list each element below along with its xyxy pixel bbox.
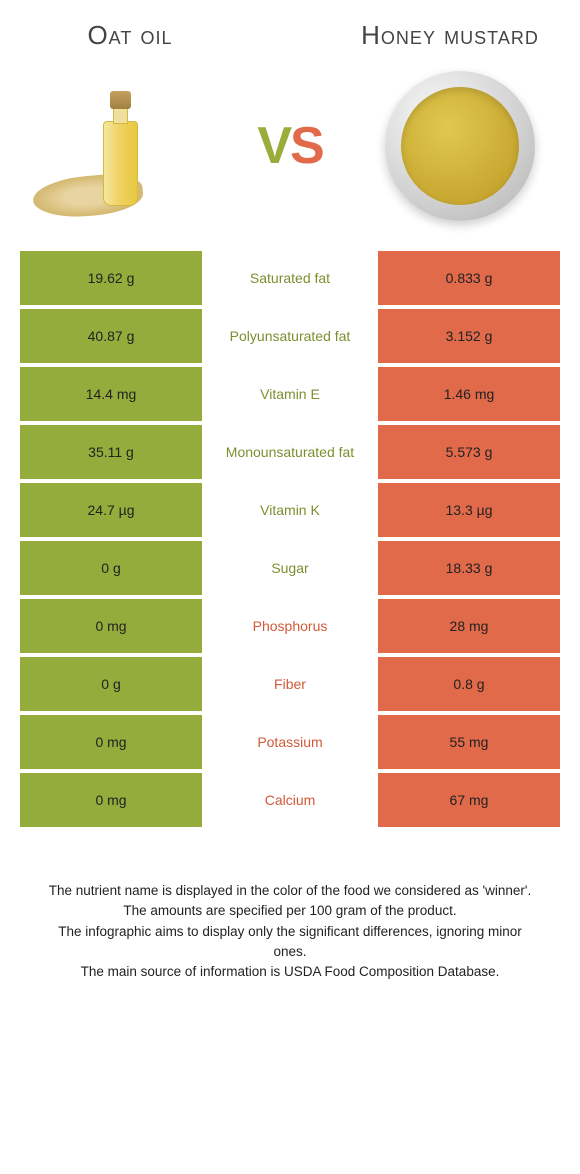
- left-value: 40.87 g: [20, 309, 202, 363]
- footer-line: The infographic aims to display only the…: [40, 922, 540, 963]
- nutrient-label: Saturated fat: [202, 251, 378, 305]
- right-value: 0.833 g: [378, 251, 560, 305]
- table-row: 0 gSugar18.33 g: [20, 541, 560, 595]
- right-title: Honey mustard: [350, 20, 550, 51]
- left-value: 24.7 µg: [20, 483, 202, 537]
- left-value: 0 g: [20, 657, 202, 711]
- left-value: 14.4 mg: [20, 367, 202, 421]
- nutrient-label: Monounsaturated fat: [202, 425, 378, 479]
- right-value: 28 mg: [378, 599, 560, 653]
- table-row: 40.87 gPolyunsaturated fat3.152 g: [20, 309, 560, 363]
- table-row: 35.11 gMonounsaturated fat5.573 g: [20, 425, 560, 479]
- left-value: 19.62 g: [20, 251, 202, 305]
- nutrient-label: Fiber: [202, 657, 378, 711]
- vs-s: S: [290, 117, 323, 175]
- right-value: 18.33 g: [378, 541, 560, 595]
- nutrient-label: Vitamin E: [202, 367, 378, 421]
- right-value: 0.8 g: [378, 657, 560, 711]
- footer-notes: The nutrient name is displayed in the co…: [0, 831, 580, 1002]
- right-value: 13.3 µg: [378, 483, 560, 537]
- vs-label: VS: [257, 116, 322, 176]
- header: Oat oil Honey mustard: [0, 0, 580, 61]
- table-row: 0 gFiber0.8 g: [20, 657, 560, 711]
- table-row: 24.7 µgVitamin K13.3 µg: [20, 483, 560, 537]
- nutrient-label: Polyunsaturated fat: [202, 309, 378, 363]
- left-value: 0 mg: [20, 773, 202, 827]
- table-row: 19.62 gSaturated fat0.833 g: [20, 251, 560, 305]
- left-title: Oat oil: [30, 20, 230, 51]
- table-row: 0 mgCalcium67 mg: [20, 773, 560, 827]
- images-row: VS: [0, 61, 580, 251]
- footer-line: The main source of information is USDA F…: [40, 962, 540, 982]
- comparison-table: 19.62 gSaturated fat0.833 g40.87 gPolyun…: [0, 251, 580, 827]
- right-value: 3.152 g: [378, 309, 560, 363]
- right-value: 5.573 g: [378, 425, 560, 479]
- right-value: 1.46 mg: [378, 367, 560, 421]
- oat-oil-image: [30, 71, 210, 221]
- footer-line: The amounts are specified per 100 gram o…: [40, 901, 540, 921]
- footer-line: The nutrient name is displayed in the co…: [40, 881, 540, 901]
- nutrient-label: Sugar: [202, 541, 378, 595]
- nutrient-label: Potassium: [202, 715, 378, 769]
- right-value: 67 mg: [378, 773, 560, 827]
- table-row: 0 mgPotassium55 mg: [20, 715, 560, 769]
- table-row: 0 mgPhosphorus28 mg: [20, 599, 560, 653]
- right-value: 55 mg: [378, 715, 560, 769]
- vs-v: V: [257, 117, 290, 175]
- nutrient-label: Vitamin K: [202, 483, 378, 537]
- honey-mustard-image: [370, 71, 550, 221]
- table-row: 14.4 mgVitamin E1.46 mg: [20, 367, 560, 421]
- left-value: 0 mg: [20, 715, 202, 769]
- left-value: 0 mg: [20, 599, 202, 653]
- nutrient-label: Calcium: [202, 773, 378, 827]
- nutrient-label: Phosphorus: [202, 599, 378, 653]
- left-value: 35.11 g: [20, 425, 202, 479]
- left-value: 0 g: [20, 541, 202, 595]
